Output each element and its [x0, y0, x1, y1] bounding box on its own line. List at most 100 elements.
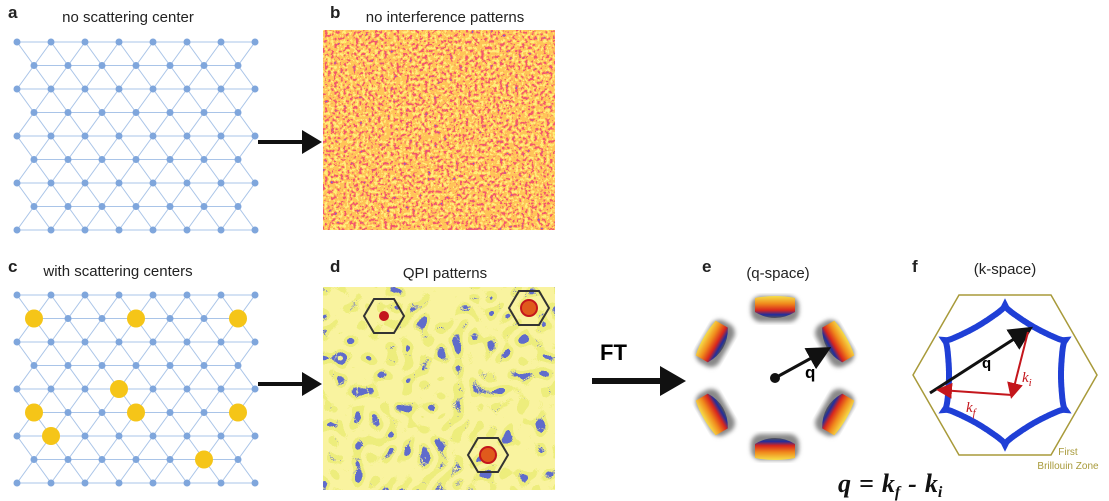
- bond: [102, 113, 119, 137]
- atom: [65, 456, 72, 463]
- bond: [136, 42, 153, 66]
- atom: [184, 292, 191, 299]
- bond: [68, 183, 85, 207]
- formula-part: -: [908, 469, 917, 498]
- atom: [167, 409, 174, 416]
- bond: [221, 183, 238, 207]
- bond: [34, 42, 51, 66]
- atom: [65, 156, 72, 163]
- figure: a no scattering center b no interference…: [0, 0, 1109, 501]
- bond: [238, 113, 255, 137]
- bond: [51, 183, 68, 207]
- bond: [34, 207, 51, 231]
- scatterer: [110, 380, 128, 398]
- bond: [187, 319, 204, 343]
- bond: [119, 342, 136, 366]
- bond: [170, 160, 187, 184]
- bond: [85, 89, 102, 113]
- bond: [204, 366, 221, 390]
- bond: [85, 113, 102, 137]
- atom: [184, 227, 191, 234]
- random-pattern: [323, 30, 555, 230]
- atom: [184, 180, 191, 187]
- formula-part: q: [838, 469, 851, 498]
- q-blob: [692, 385, 739, 440]
- atom: [14, 180, 21, 187]
- atom: [184, 386, 191, 393]
- bond: [17, 342, 34, 366]
- atom: [184, 133, 191, 140]
- atom: [218, 86, 225, 93]
- atom: [150, 386, 157, 393]
- q-blob: [811, 385, 858, 440]
- bond: [136, 366, 153, 390]
- atom: [65, 203, 72, 210]
- bond: [204, 136, 221, 160]
- bond: [170, 460, 187, 484]
- bond: [221, 89, 238, 113]
- scatterer: [127, 310, 145, 328]
- atom: [82, 292, 89, 299]
- bond: [119, 207, 136, 231]
- panel-letter: f: [912, 257, 918, 276]
- atom: [150, 292, 157, 299]
- atom: [14, 386, 21, 393]
- bond: [102, 66, 119, 90]
- atom: [218, 180, 225, 187]
- bond: [68, 342, 85, 366]
- atom: [184, 86, 191, 93]
- bond: [102, 342, 119, 366]
- lattice-c: [14, 292, 259, 487]
- arrow-c-d: [258, 372, 322, 396]
- atom: [48, 227, 55, 234]
- atom: [31, 362, 38, 369]
- formula-part: k: [925, 469, 938, 498]
- atom: [82, 86, 89, 93]
- atom: [65, 362, 72, 369]
- bond: [85, 319, 102, 343]
- panel-caption: with scattering centers: [42, 263, 192, 280]
- atom: [218, 292, 225, 299]
- bond: [119, 113, 136, 137]
- bond: [153, 319, 170, 343]
- bond: [153, 183, 170, 207]
- atom: [252, 339, 259, 346]
- bond: [204, 389, 221, 413]
- formula-part: k: [882, 469, 895, 498]
- bond: [153, 295, 170, 319]
- bond: [170, 183, 187, 207]
- bond: [85, 342, 102, 366]
- atom: [14, 339, 21, 346]
- bond: [204, 295, 221, 319]
- atom: [31, 156, 38, 163]
- bond: [187, 66, 204, 90]
- atom: [133, 362, 140, 369]
- formula-part: =: [859, 469, 874, 498]
- ki-label: ki: [1022, 370, 1032, 389]
- bond: [119, 436, 136, 460]
- atom: [48, 39, 55, 46]
- bond: [68, 295, 85, 319]
- atom: [31, 203, 38, 210]
- bond: [119, 183, 136, 207]
- bond: [136, 436, 153, 460]
- bond: [221, 136, 238, 160]
- bond: [17, 42, 34, 66]
- scatterer: [25, 404, 43, 422]
- bond: [187, 160, 204, 184]
- bond: [187, 42, 204, 66]
- atom: [116, 292, 123, 299]
- bond: [85, 436, 102, 460]
- atom: [218, 339, 225, 346]
- bond: [170, 42, 187, 66]
- atom: [150, 227, 157, 234]
- brillouin-zone: [913, 295, 1097, 455]
- atom: [99, 409, 106, 416]
- atom: [235, 362, 242, 369]
- blob: [755, 296, 795, 318]
- scatterer: [229, 404, 247, 422]
- q-blob: [751, 434, 799, 460]
- bond: [153, 136, 170, 160]
- q-blob: [811, 316, 858, 371]
- atom: [65, 409, 72, 416]
